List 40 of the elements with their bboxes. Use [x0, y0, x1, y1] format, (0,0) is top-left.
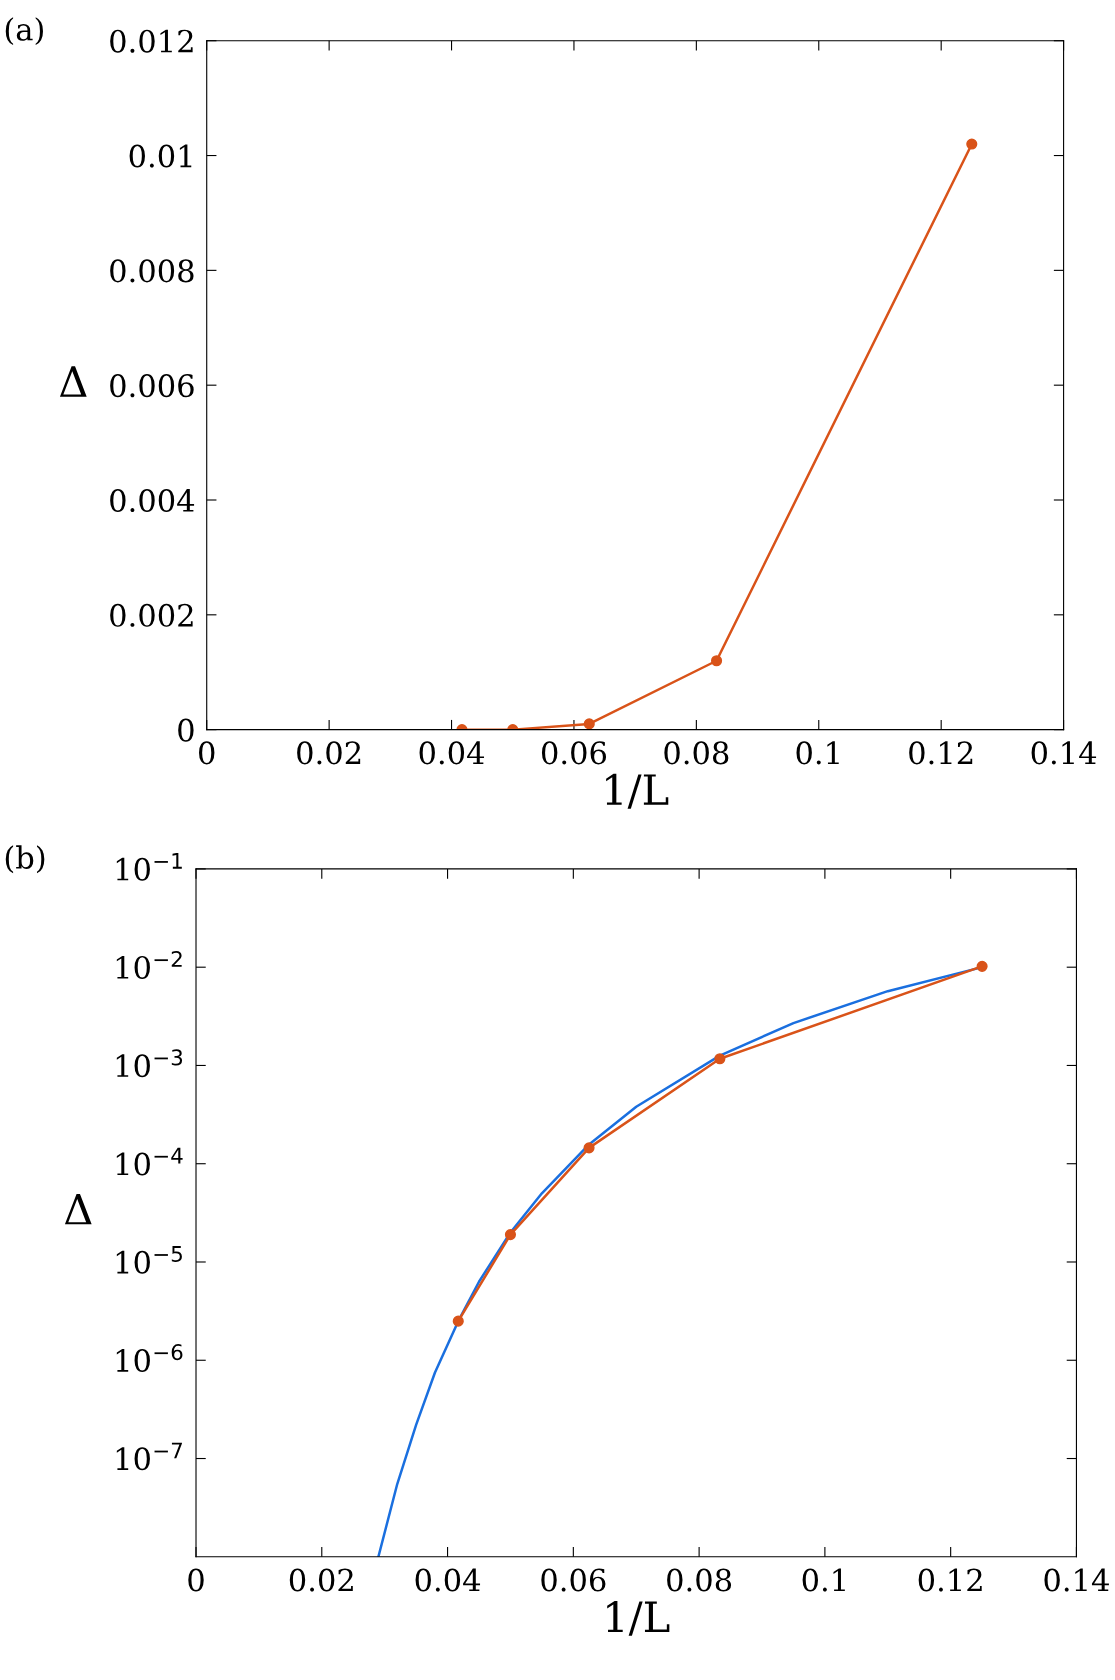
y-tick-label: 10$^{−1}$ [116, 853, 182, 881]
x-axis-title: 1/L [606, 773, 669, 809]
y-tick-label: 0.006 [110, 374, 194, 398]
y-tick-label: 0.008 [110, 259, 194, 283]
y-tick-label: 10$^{−6}$ [116, 1344, 183, 1373]
text: (b) [5, 845, 45, 874]
y-tick-label: 10$^{−7}$ [116, 1442, 182, 1471]
y-axis-title: Δ [59, 366, 87, 397]
x-tick-label: 0.04 [419, 741, 485, 765]
point [714, 1053, 726, 1065]
y-tick-label: 0.002 [110, 603, 193, 627]
y-axis-title: Δ [64, 1193, 92, 1225]
y-tick-label: 0.004 [110, 488, 195, 513]
x-axis-title: 1/L [607, 1600, 670, 1636]
y-tick-label: 10$^{−2}$ [116, 951, 182, 979]
x-tick-label: 0.06 [541, 741, 607, 765]
x-tick-label: 0.02 [297, 741, 361, 765]
y-tick-label: 0.01 [129, 144, 192, 168]
x-tick-label: 0.12 [909, 741, 973, 765]
x-tick-label: 0.14 [1044, 1568, 1109, 1592]
x-tick-label: 0.06 [541, 1568, 606, 1592]
x-tick-label: 0.08 [667, 1568, 732, 1592]
x-tick-label: 0.1 [802, 1568, 845, 1592]
point [452, 1315, 464, 1327]
x-tick-label: 0 [199, 741, 215, 765]
x-tick-label: 0.04 [415, 1568, 481, 1592]
y-tick-label: 0.012 [110, 29, 193, 53]
x-tick-label: 0.12 [918, 1568, 982, 1592]
x-tick-label: 0.14 [1031, 741, 1097, 765]
y-tick-label: 10$^{−5}$ [116, 1246, 182, 1274]
point [976, 960, 988, 972]
point [504, 1229, 517, 1241]
point [583, 1142, 595, 1154]
y-tick-label: 10$^{−4}$ [116, 1147, 183, 1176]
y-tick-label: 10$^{−3}$ [116, 1049, 183, 1078]
text: (a) [5, 17, 43, 46]
x-tick-label: 0.08 [664, 741, 729, 765]
y-tick-label: 0 [178, 718, 194, 742]
x-tick-label: 0.02 [289, 1568, 353, 1592]
x-tick-label: 0.1 [796, 741, 839, 765]
